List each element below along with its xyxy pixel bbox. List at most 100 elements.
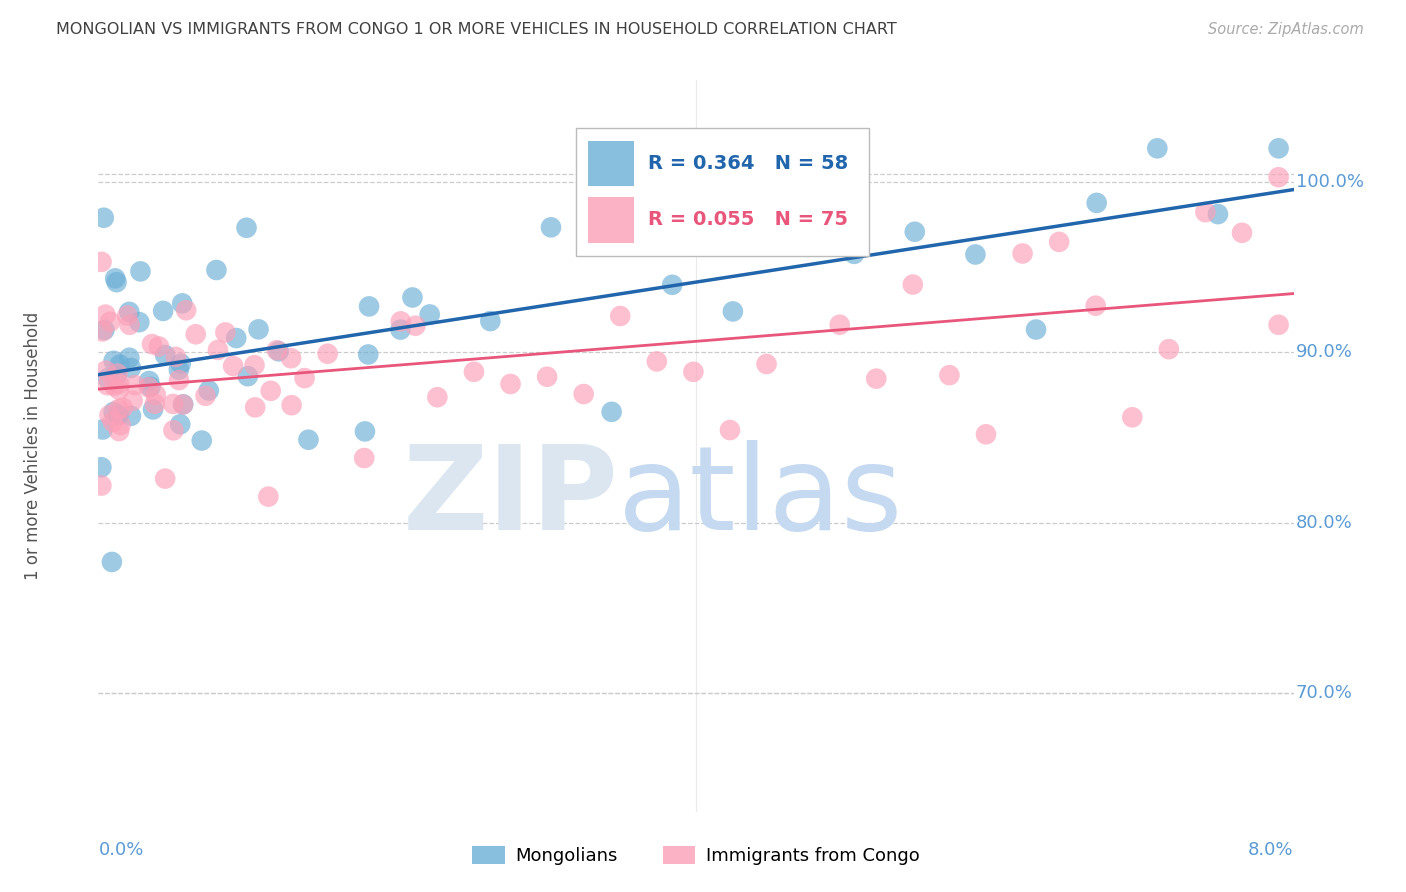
Point (536, 369, 558, 384)
Point (153, 348, 176, 362)
Point (184, 327, 207, 342)
Text: atlas: atlas (619, 440, 904, 555)
Point (98, 408, 121, 422)
Point (225, 331, 247, 345)
Point (479, 314, 502, 328)
Point (117, 309, 139, 323)
Point (904, 225, 927, 239)
Point (128, 315, 150, 329)
Point (108, 376, 131, 391)
Point (121, 393, 143, 408)
Point (389, 323, 412, 337)
Point (138, 374, 160, 388)
Point (138, 380, 160, 394)
Point (153, 472, 176, 486)
Point (167, 373, 190, 387)
Point (111, 401, 134, 415)
Point (389, 314, 412, 328)
Point (190, 434, 212, 448)
Point (118, 351, 141, 365)
Point (107, 408, 129, 422)
Point (353, 450, 375, 465)
Point (172, 397, 194, 411)
Point (1267, 141, 1289, 155)
Bar (589, 141, 634, 186)
Text: 70.0%: 70.0% (1296, 683, 1353, 702)
Point (1267, 318, 1289, 332)
Point (974, 427, 997, 442)
Point (844, 247, 866, 261)
Point (357, 299, 380, 313)
Point (108, 358, 131, 372)
Point (243, 401, 266, 415)
Point (316, 347, 339, 361)
Point (661, 277, 683, 292)
Point (94, 308, 117, 322)
Text: Source: ZipAtlas.com: Source: ZipAtlas.com (1208, 22, 1364, 37)
Point (540, 220, 562, 235)
Point (1084, 299, 1107, 313)
Point (104, 271, 127, 285)
Point (266, 343, 288, 358)
Point (1146, 141, 1168, 155)
Point (755, 357, 778, 371)
Point (297, 433, 319, 447)
Point (98, 315, 121, 329)
Point (110, 417, 132, 432)
Point (170, 357, 193, 371)
Point (142, 402, 165, 417)
Point (280, 398, 302, 412)
Point (294, 371, 316, 385)
Point (107, 402, 129, 417)
FancyBboxPatch shape (576, 128, 869, 256)
Point (354, 425, 377, 439)
Text: R = 0.055   N = 75: R = 0.055 N = 75 (648, 211, 848, 229)
Point (108, 424, 131, 438)
Text: 100.0%: 100.0% (1296, 173, 1364, 192)
Point (90, 255, 112, 269)
Point (1025, 322, 1047, 336)
Bar (589, 197, 634, 243)
Point (141, 337, 163, 351)
Point (205, 263, 228, 277)
Point (257, 490, 280, 504)
Point (143, 397, 166, 411)
Point (572, 387, 595, 401)
Point (236, 369, 259, 384)
Point (718, 423, 741, 437)
Point (105, 369, 128, 384)
Point (260, 384, 283, 398)
Point (91, 422, 114, 436)
Text: 1 or more Vehicles in Household: 1 or more Vehicles in Household (24, 312, 42, 580)
Point (101, 555, 124, 569)
Point (222, 359, 245, 373)
Point (165, 350, 187, 364)
Point (120, 360, 142, 375)
Point (1206, 207, 1229, 221)
Point (207, 343, 229, 357)
Legend: Mongolians, Immigrants from Congo: Mongolians, Immigrants from Congo (465, 838, 927, 872)
Text: ZIP: ZIP (402, 440, 619, 555)
Point (118, 305, 141, 319)
Point (243, 358, 266, 372)
Point (463, 365, 485, 379)
Point (90, 460, 112, 475)
Point (1121, 410, 1143, 425)
Point (93, 323, 115, 337)
Point (214, 326, 236, 340)
Point (103, 378, 125, 392)
Point (162, 397, 184, 411)
Point (1011, 246, 1033, 260)
Point (401, 291, 423, 305)
Text: MONGOLIAN VS IMMIGRANTS FROM CONGO 1 OR MORE VEHICLES IN HOUSEHOLD CORRELATION C: MONGOLIAN VS IMMIGRANTS FROM CONGO 1 OR … (56, 22, 897, 37)
Point (600, 405, 623, 419)
Point (105, 275, 128, 289)
Point (267, 344, 290, 359)
Point (96, 378, 118, 392)
Point (865, 371, 887, 385)
Point (404, 318, 426, 333)
Point (169, 417, 191, 432)
Text: R = 0.364   N = 58: R = 0.364 N = 58 (648, 154, 848, 173)
Point (120, 409, 142, 423)
Text: 8.0%: 8.0% (1249, 841, 1294, 859)
